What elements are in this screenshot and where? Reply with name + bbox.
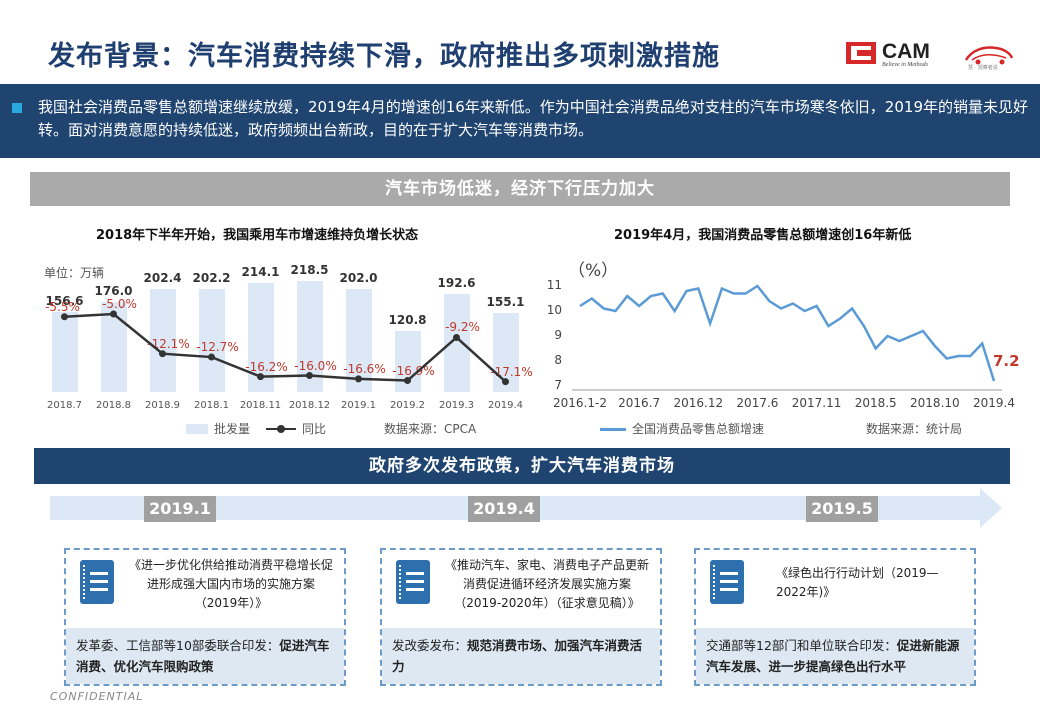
yoy-label: -17.1% <box>490 364 533 379</box>
sales-bar-label: 192.6 <box>437 275 476 290</box>
x-tick-label: 2018.1 <box>194 400 229 411</box>
yoy-label: -12.7% <box>196 340 239 355</box>
chart1-unit: 单位：万辆 <box>44 266 105 280</box>
policy-card-3: 《绿色出行行动计划（2019—2022年)》 交通部等12部门和单位联合印发：促… <box>694 548 976 686</box>
section-banner-market: 汽车市场低迷，经济下行压力加大 <box>30 172 1010 206</box>
legend-retail-label: 全国消费品零售总额增速 <box>632 422 765 436</box>
legend-bar-swatch <box>186 423 208 434</box>
sales-bar-label: 214.1 <box>241 265 280 279</box>
notebook-icon <box>80 560 114 604</box>
sales-bar <box>247 283 274 392</box>
yoy-label: -5.5% <box>45 299 80 314</box>
x-tick-label: 2018.7 <box>47 400 82 411</box>
policy-doc-title: 《推动汽车、家电、消费电子产品更新消费促进循环经济发展实施方案（2019-202… <box>444 558 649 610</box>
x-tick-label: 2019.3 <box>439 400 474 411</box>
sales-bar-label: 202.0 <box>339 271 378 286</box>
x-tick-label: 2018.8 <box>96 400 131 411</box>
x-tick-label: 2018.5 <box>854 396 897 410</box>
chart1-title: 2018年下半年开始，我国乘用车市增速维持负增长状态 <box>96 228 419 243</box>
notebook-icon <box>396 560 430 604</box>
timeline-date-2: 2019.4 <box>468 496 540 522</box>
policy-issuer: 发革委、工信部等10部委联合印发：促进汽车消费、优化汽车限购政策 <box>66 628 344 684</box>
chart1-legend: 批发量 同比 <box>186 420 326 437</box>
legend-bar-label: 批发量 <box>214 422 251 436</box>
sales-bar-label: 218.5 <box>290 262 329 277</box>
sales-bar-label: 155.1 <box>486 295 525 310</box>
intro-panel: 我国社会消费品零售总额增速继续放缓，2019年4月的增速创16年来新低。作为中国… <box>0 84 1040 158</box>
sales-bar <box>443 293 470 392</box>
sales-bar-label: 120.8 <box>388 312 427 327</box>
sales-bar <box>51 312 78 392</box>
x-tick-label: 2018.9 <box>145 400 180 411</box>
x-tick-label: 2019.4 <box>488 400 523 411</box>
x-tick-label: 2016.1-2 <box>553 396 607 410</box>
sales-bar <box>296 280 323 392</box>
timeline-date-3: 2019.5 <box>806 496 878 522</box>
x-tick-label: 2019.2 <box>390 400 425 411</box>
notebook-icon <box>710 560 744 604</box>
cam-logo: CAM Believe in Methods <box>846 40 930 68</box>
policy-doc-title: 《绿色出行行动计划（2019—2022年)》 <box>776 566 939 599</box>
sales-bar <box>345 289 372 392</box>
x-tick-label: 2018.11 <box>239 400 282 411</box>
legend-line-label: 同比 <box>302 422 327 436</box>
chart2-ylabel: （%） <box>568 261 619 281</box>
policy-issuer: 交通部等12部门和单位联合印发：促进新能源汽车发展、进一步提高绿色出行水平 <box>696 628 974 684</box>
y-tick-label: 7 <box>554 378 562 392</box>
sales-bar <box>394 330 421 392</box>
y-tick-label: 11 <box>546 278 562 292</box>
policy-card-2: 《推动汽车、家电、消费电子产品更新消费促进循环经济发展实施方案（2019-202… <box>380 548 662 686</box>
timeline-date-1: 2019.1 <box>144 496 216 522</box>
x-tick-label: 2019.1 <box>341 400 376 411</box>
y-tick-label: 10 <box>546 303 562 317</box>
chart2-last-value: 7.2 <box>993 352 1020 370</box>
x-tick-label: 2016.12 <box>673 396 724 410</box>
retail-growth-line <box>579 284 996 382</box>
x-tick-label: 2019.4 <box>973 396 1015 410</box>
cam-logo-text: CAM <box>882 40 930 63</box>
x-tick-label: 2018.12 <box>288 400 331 411</box>
chart2-source: 数据来源：统计局 <box>866 422 963 436</box>
policy-doc-title: 《进一步优化供给推动消费平稳增长促进形成强大国内市场的实施方案（2019年）》 <box>128 558 333 610</box>
partner-logo-text: 慧 · 观察者说 <box>968 65 998 71</box>
y-tick-label: 9 <box>554 328 562 342</box>
square-bullet-icon <box>12 103 22 113</box>
sales-bar-label: 202.4 <box>143 270 182 285</box>
policy-card-1: 《进一步优化供给推动消费平稳增长促进形成强大国内市场的实施方案（2019年）》 … <box>64 548 346 686</box>
intro-text: 我国社会消费品零售总额增速继续放缓，2019年4月的增速创16年来新低。作为中国… <box>38 98 1028 139</box>
cam-logo-mark-icon <box>846 42 876 64</box>
x-tick-label: 2018.10 <box>910 396 960 410</box>
sales-bar-label: 156.6 <box>45 294 84 309</box>
cam-logo-tagline: Believe in Methods <box>882 62 928 68</box>
chart2-legend: 全国消费品零售总额增速 <box>600 420 764 437</box>
y-tick-label: 8 <box>554 353 562 367</box>
legend-blue-swatch <box>600 424 626 434</box>
partner-car-logo-icon <box>964 46 1014 65</box>
section-banner-policy: 政府多次发布政策，扩大汽车消费市场 <box>34 448 1010 484</box>
chart1-source: 数据来源：CPCA <box>384 422 477 436</box>
yoy-label: -16.9% <box>392 363 435 378</box>
sales-bar <box>100 302 127 392</box>
sales-bar-label: 202.2 <box>192 271 231 286</box>
x-tick-label: 2016.7 <box>618 396 661 410</box>
policy-issuer: 发改委发布：规范消费市场、加强汽车消费活力 <box>382 628 660 684</box>
x-tick-label: 2017.6 <box>736 396 779 410</box>
chart2-title: 2019年4月，我国消费品零售总额增速创16年新低 <box>614 228 912 243</box>
yoy-label: -9.2% <box>445 320 480 335</box>
yoy-label: -5.0% <box>102 296 137 311</box>
confidential-label: CONFIDENTIAL <box>50 690 144 703</box>
sales-bar-label: 176.0 <box>94 284 133 299</box>
sales-bar <box>492 313 519 392</box>
page-title: 发布背景：汽车消费持续下滑，政府推出多项刺激措施 <box>48 41 720 72</box>
legend-line-swatch <box>266 424 297 434</box>
x-tick-label: 2017.11 <box>791 396 842 410</box>
